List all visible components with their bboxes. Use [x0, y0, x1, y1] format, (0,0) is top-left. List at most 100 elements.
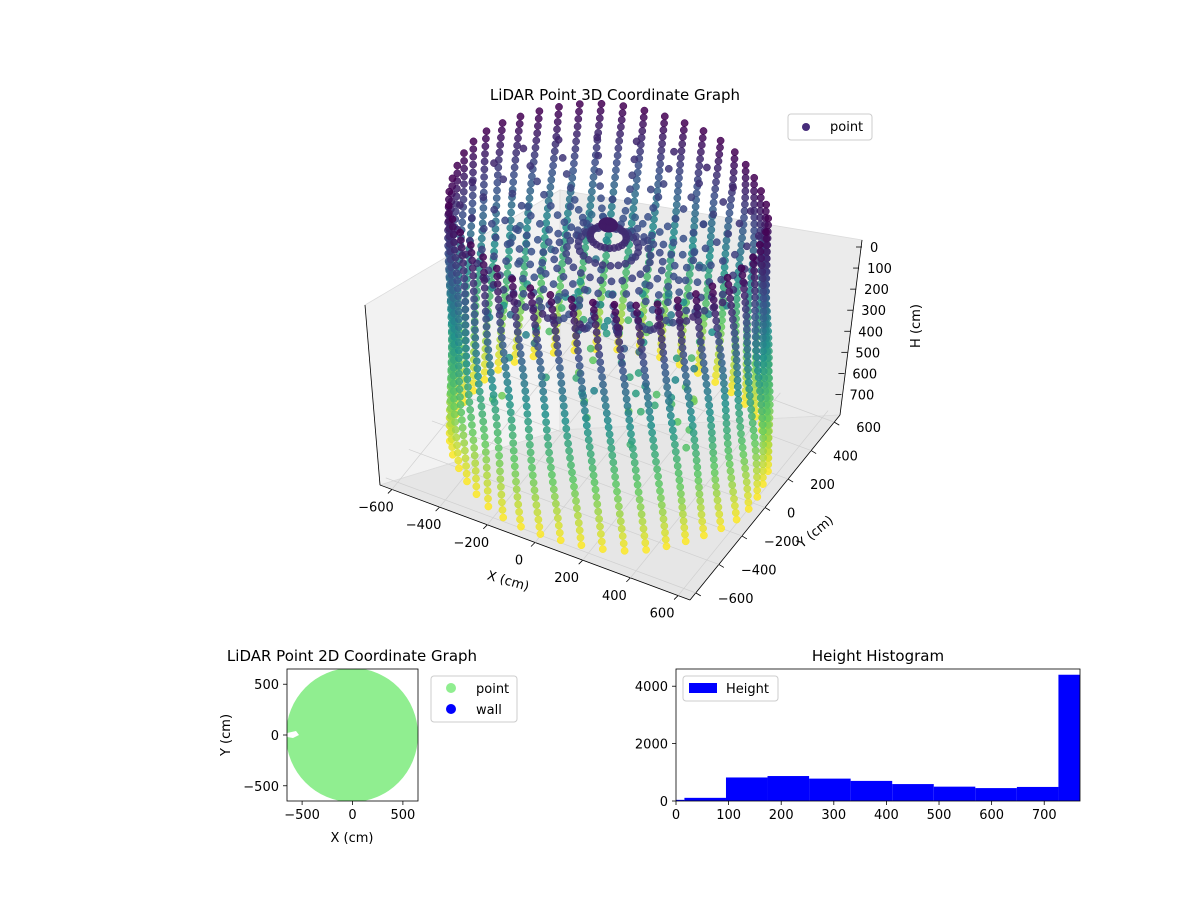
data-point-3d — [491, 233, 500, 242]
data-point-3d — [448, 174, 457, 183]
data-point-3d — [504, 385, 513, 394]
data-point-3d — [588, 187, 596, 196]
data-point-3d — [632, 389, 640, 398]
plot-3d-legend-box — [787, 113, 873, 141]
data-point-3d — [620, 546, 629, 555]
data-point-3d — [460, 274, 469, 283]
data-point-3d — [638, 219, 647, 228]
data-point-3d — [480, 165, 489, 174]
data-point-3d — [716, 136, 725, 145]
data-point-3d — [733, 382, 742, 391]
data-point-3d — [539, 248, 548, 256]
y-tick — [718, 564, 725, 568]
data-point-3d — [649, 204, 658, 212]
data-point-3d — [524, 425, 533, 434]
data-point-3d — [479, 224, 488, 233]
data-point-3d — [650, 401, 659, 410]
data-point-3d — [655, 228, 664, 236]
data-point-3d — [452, 269, 461, 277]
data-point-3d — [542, 418, 550, 427]
data-point-3d — [541, 410, 550, 419]
histogram-bars — [676, 674, 1080, 801]
data-point-3d — [741, 187, 750, 195]
data-point-3d — [664, 298, 672, 307]
data-point-3d — [562, 249, 571, 258]
data-point-3d — [538, 259, 547, 267]
data-point-3d — [472, 357, 481, 365]
data-point-3d — [519, 372, 528, 381]
data-point-3d — [549, 161, 557, 170]
data-point-3d — [494, 436, 502, 445]
data-point-3d — [509, 290, 518, 299]
data-point-3d — [510, 462, 519, 471]
data-point-3d — [731, 508, 740, 517]
data-point-3d — [651, 450, 659, 459]
data-point-3d — [563, 243, 571, 251]
y-tick-label: −600 — [718, 592, 754, 607]
data-point-3d — [612, 166, 620, 174]
data-point-3d — [536, 357, 544, 366]
data-point-3d — [615, 502, 623, 511]
data-point-3d — [722, 243, 730, 252]
data-point-3d — [724, 230, 733, 238]
data-point-3d — [741, 180, 750, 189]
data-point-3d — [741, 160, 750, 169]
data-point-3d — [556, 536, 565, 545]
data-point-3d — [474, 380, 483, 388]
data-point-3d — [490, 159, 498, 167]
z-tick-label: 0 — [870, 241, 878, 256]
data-point-3d — [677, 330, 685, 338]
data-point-3d — [709, 210, 718, 219]
data-point-3d — [692, 449, 700, 458]
data-point-3d — [699, 220, 708, 229]
data-point-3d — [679, 205, 688, 213]
z-tick-label: 500 — [855, 346, 880, 361]
data-point-3d — [691, 202, 700, 211]
data-point-3d — [734, 402, 743, 411]
data-point-3d — [662, 316, 671, 325]
data-point-3d — [587, 194, 595, 203]
data-point-3d — [463, 477, 471, 486]
data-point-3d — [479, 417, 488, 426]
data-point-3d — [753, 486, 762, 495]
data-point-3d — [610, 300, 619, 309]
x-tick — [483, 524, 488, 530]
plot-3d-ticks: −600 −400 −200 0 200 400 600 −600 −400 −200 0 200 40… — [358, 241, 892, 622]
data-point-3d — [746, 398, 755, 407]
data-point-3d — [764, 214, 773, 223]
data-point-3d — [681, 537, 690, 546]
data-point-3d — [729, 487, 737, 496]
data-point-3d — [677, 496, 686, 505]
data-point-3d — [671, 447, 680, 456]
data-point-3d — [468, 199, 477, 208]
data-point-3d — [697, 141, 706, 149]
data-point-3d — [685, 270, 694, 279]
data-point-3d — [553, 125, 561, 134]
data-point-3d — [704, 394, 713, 403]
data-point-3d — [455, 385, 464, 394]
data-point-3d — [697, 345, 706, 353]
data-point-3d — [732, 515, 741, 524]
data-point-3d — [732, 356, 741, 365]
data-point-3d — [549, 485, 558, 494]
data-point-3d — [675, 288, 684, 297]
data-point-3d — [632, 473, 641, 482]
data-point-3d — [671, 214, 680, 223]
data-point-3d — [590, 306, 598, 314]
data-point-3d — [586, 450, 595, 458]
data-point-3d — [605, 430, 614, 439]
data-point-3d — [715, 150, 724, 159]
data-point-3d — [532, 136, 541, 145]
data-point-3d — [614, 261, 623, 270]
data-point-3d — [480, 284, 489, 292]
data-point-3d — [594, 289, 603, 298]
data-point-3d — [750, 200, 758, 209]
data-point-3d — [554, 521, 563, 530]
data-point-3d — [556, 371, 565, 380]
data-point-3d — [469, 137, 478, 146]
data-point-3d — [493, 280, 502, 288]
data-point-3d — [693, 303, 701, 312]
data-point-3d — [497, 333, 506, 342]
data-point-3d — [750, 187, 758, 195]
data-point-3d — [494, 295, 503, 304]
